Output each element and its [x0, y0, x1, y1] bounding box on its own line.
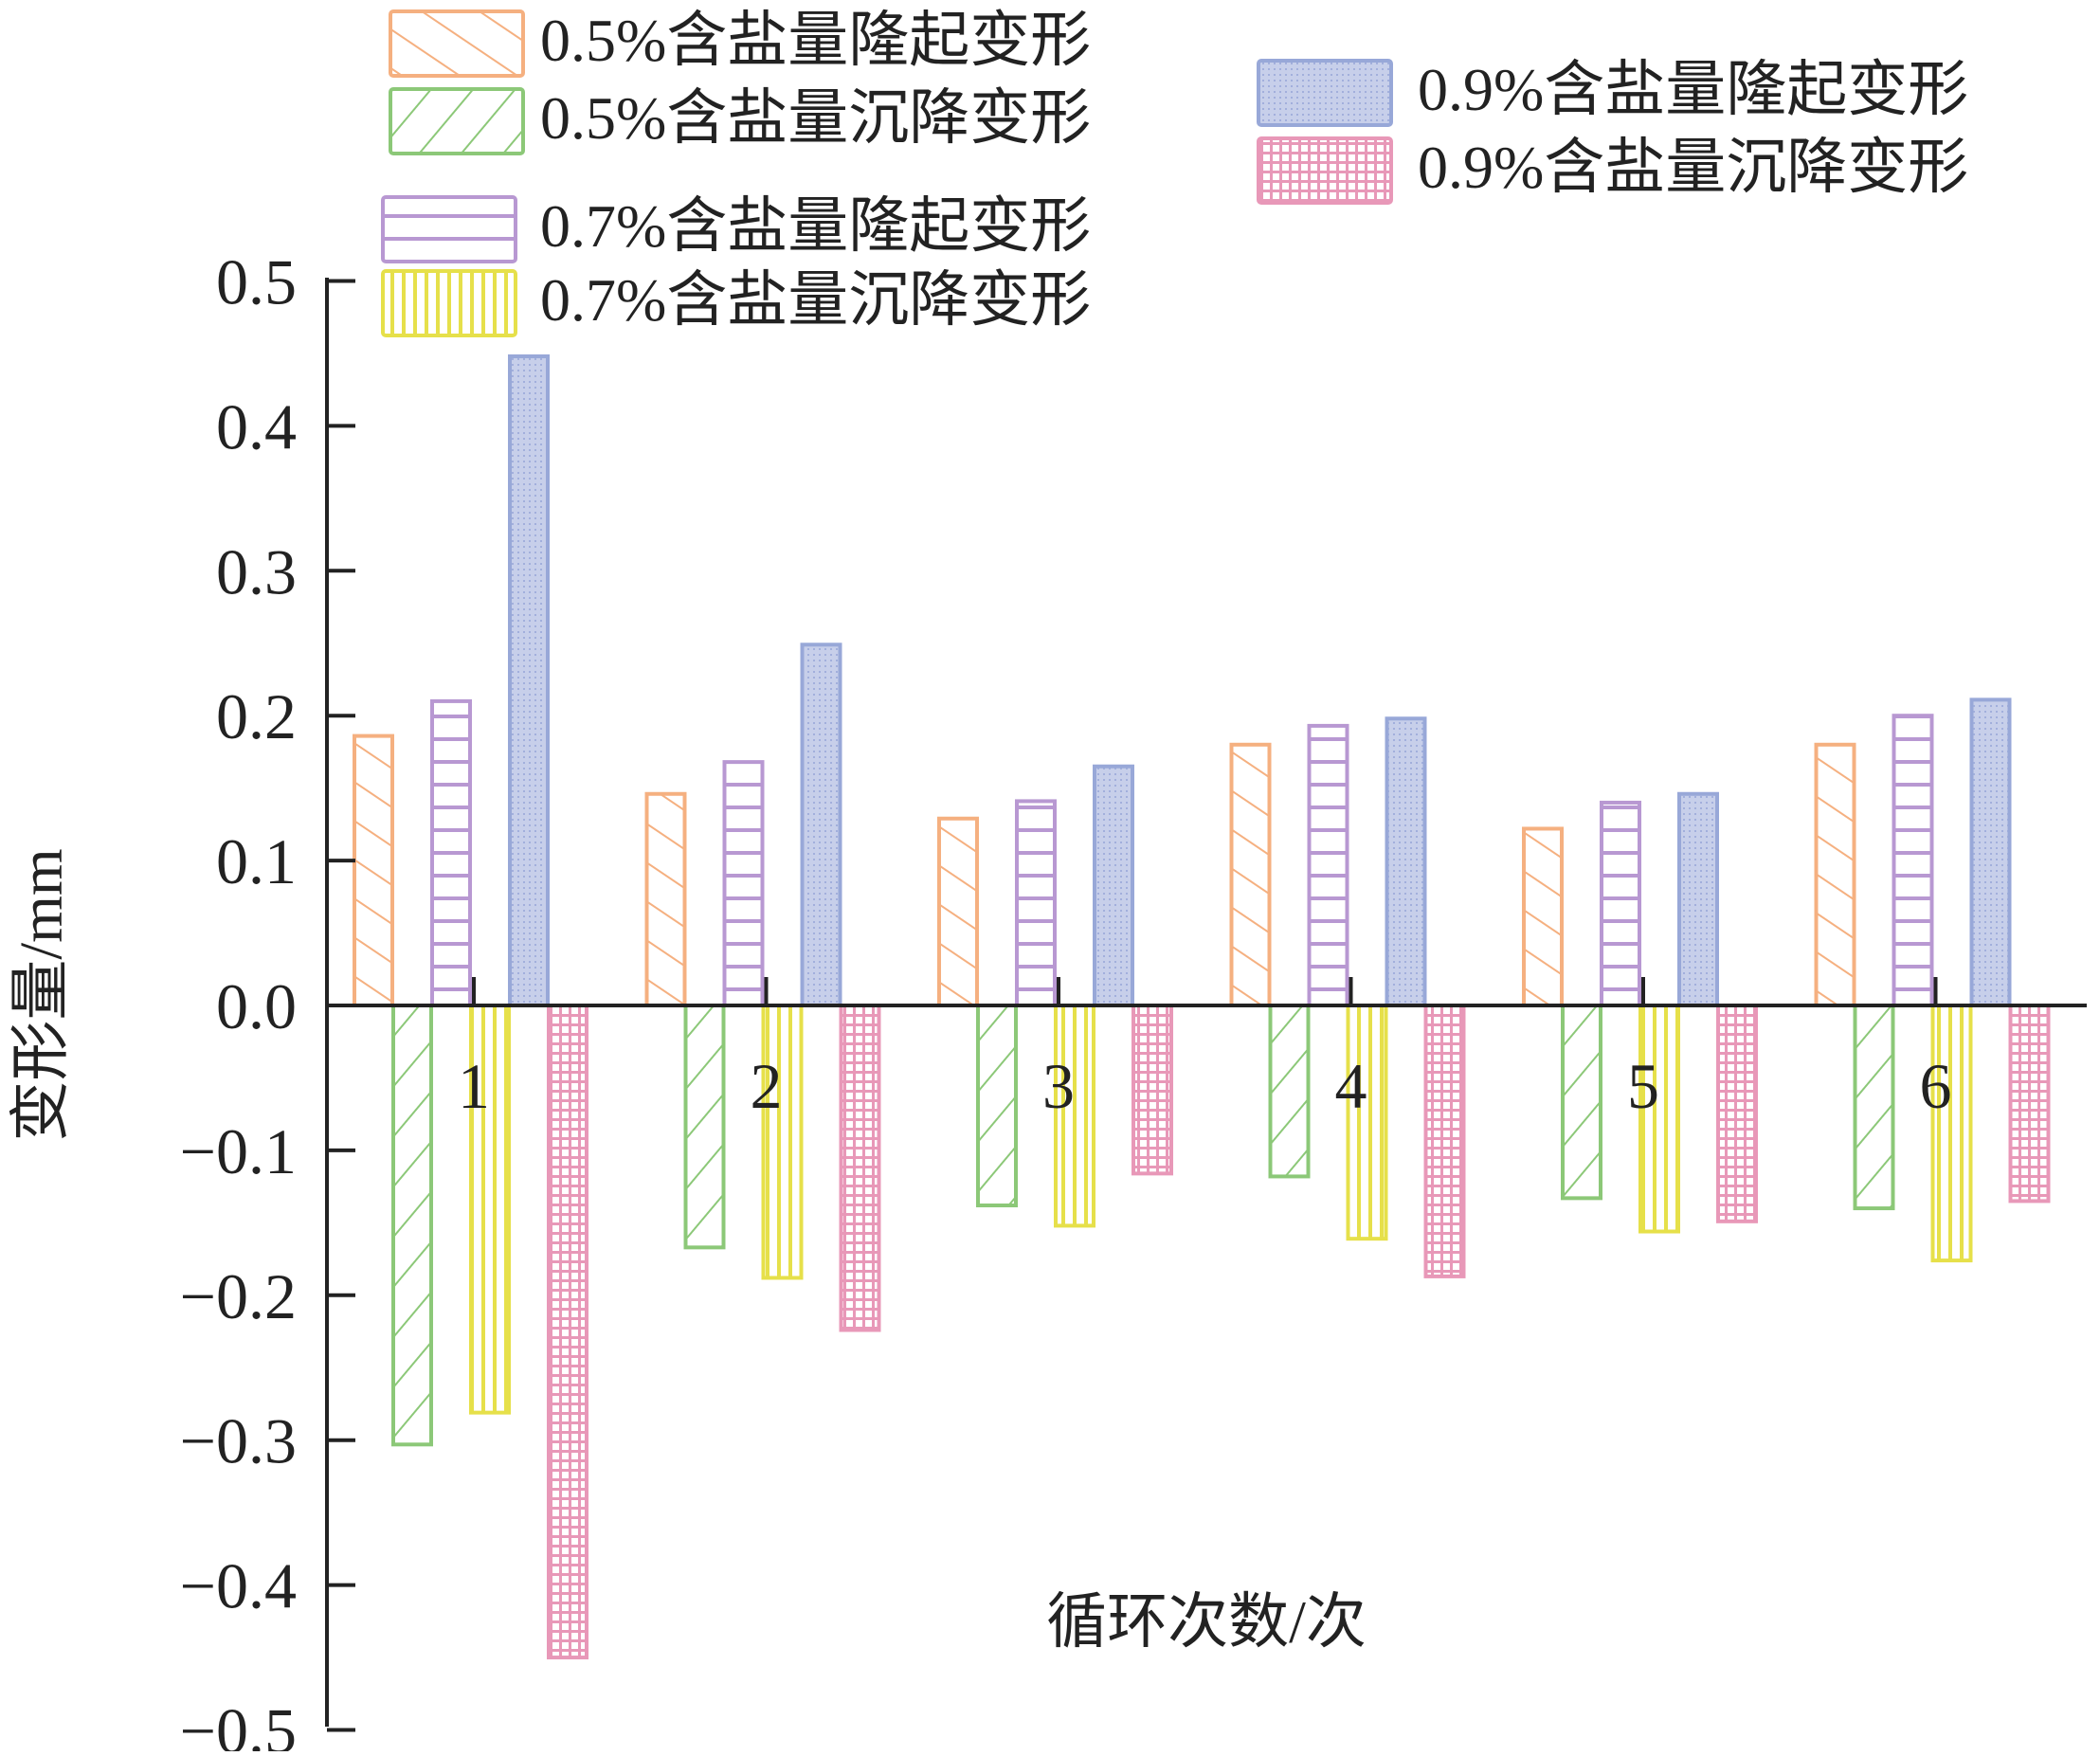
legend-swatch: [389, 87, 525, 155]
bar-s3-c2: [722, 760, 765, 1007]
y-tick-label: 0.5: [216, 246, 297, 318]
legend-label: 0.5%含盐量隆起变形: [540, 7, 1091, 74]
ticks-layer: 0.5 0.4 0.3 0.2 0.1 0.0 −0.1 −0.2 −0.3 −0.4 −0.5 1 2…: [180, 246, 1952, 1756]
x-category-label: 6: [1920, 1050, 1952, 1122]
bar-s1-c1: [353, 733, 394, 1008]
bar-s6-c5: [1716, 1004, 1758, 1223]
y-tick-label: −0.5: [180, 1695, 297, 1752]
y-tick-label: −0.4: [180, 1550, 297, 1622]
bar-s2-c4: [1268, 1004, 1311, 1179]
bar-s4-c4: [1346, 1004, 1388, 1241]
bar-s1-c3: [937, 816, 979, 1007]
legend-swatch: [1257, 59, 1393, 127]
legend-label: 0.7%含盐量隆起变形: [540, 192, 1091, 260]
y-tick-label: −0.1: [180, 1115, 297, 1187]
bar-s6-c2: [839, 1004, 881, 1332]
bar-s4-c2: [761, 1004, 804, 1280]
y-tick-label: 0.4: [216, 390, 297, 462]
legend-swatch: [1257, 136, 1393, 205]
bar-s4-c6: [1930, 1004, 1973, 1263]
legend-label: 0.9%含盐量隆起变形: [1418, 56, 1968, 123]
legend: 0.5%含盐量隆起变形 0.5%含盐量沉降变形 0.7%含盐量隆起变形0.7%含盐量…: [381, 7, 1968, 337]
legend-label: 0.9%含盐量沉降变形: [1418, 134, 1968, 201]
y-tick-label: 0.3: [216, 535, 297, 607]
legend-swatch: [381, 195, 517, 263]
y-axis-title: 变形量/mm: [8, 848, 75, 1141]
y-tick-label: −0.2: [180, 1260, 297, 1332]
legend-label: 0.5%含盐量沉降变形: [540, 84, 1091, 152]
y-tick-label: 0.0: [216, 970, 297, 1042]
bar-s3-c6: [1892, 714, 1934, 1007]
legend-swatch: [381, 269, 517, 337]
bar-s3-c1: [430, 698, 472, 1007]
bar-s3-c5: [1600, 800, 1641, 1007]
bar-s6-c3: [1131, 1004, 1173, 1176]
bar-s6-c1: [547, 1004, 588, 1660]
bar-s2-c6: [1853, 1004, 1895, 1211]
x-axis-title: 循环次数/次: [1046, 1588, 1367, 1656]
y-tick-label: 0.2: [216, 680, 297, 752]
bars-layer: [353, 354, 2051, 1660]
bar-s6-c4: [1423, 1004, 1466, 1278]
bar-s2-c1: [391, 1004, 433, 1447]
x-category-label: 4: [1335, 1050, 1367, 1122]
y-tick-label: 0.1: [216, 825, 297, 897]
y-tick-label: −0.3: [180, 1405, 297, 1477]
bar-s2-c5: [1561, 1004, 1602, 1201]
bar-s2-c2: [683, 1004, 726, 1250]
axes-layer: [325, 278, 2087, 1727]
legend-label: 0.7%含盐量沉降变形: [540, 266, 1091, 334]
bar-s1-c4: [1229, 742, 1272, 1008]
bar-s1-c2: [644, 791, 687, 1007]
bar-s5-c1: [508, 354, 550, 1007]
bar-s5-c5: [1677, 791, 1719, 1007]
legend-swatch: [389, 9, 525, 78]
x-category-label: 2: [751, 1050, 783, 1122]
bar-s3-c3: [1015, 799, 1057, 1008]
bar-s5-c4: [1385, 716, 1427, 1007]
bar-s5-c2: [800, 643, 842, 1007]
bar-s6-c6: [2008, 1004, 2051, 1204]
x-category-label: 3: [1042, 1050, 1075, 1122]
bar-s2-c3: [976, 1004, 1018, 1208]
bar-s3-c4: [1307, 723, 1349, 1007]
bar-s1-c5: [1522, 826, 1564, 1007]
x-category-label: 1: [458, 1050, 490, 1122]
bar-s5-c6: [1969, 697, 2012, 1007]
bar-s1-c6: [1814, 742, 1856, 1008]
bar-s5-c3: [1093, 764, 1134, 1008]
x-category-label: 5: [1627, 1050, 1659, 1122]
